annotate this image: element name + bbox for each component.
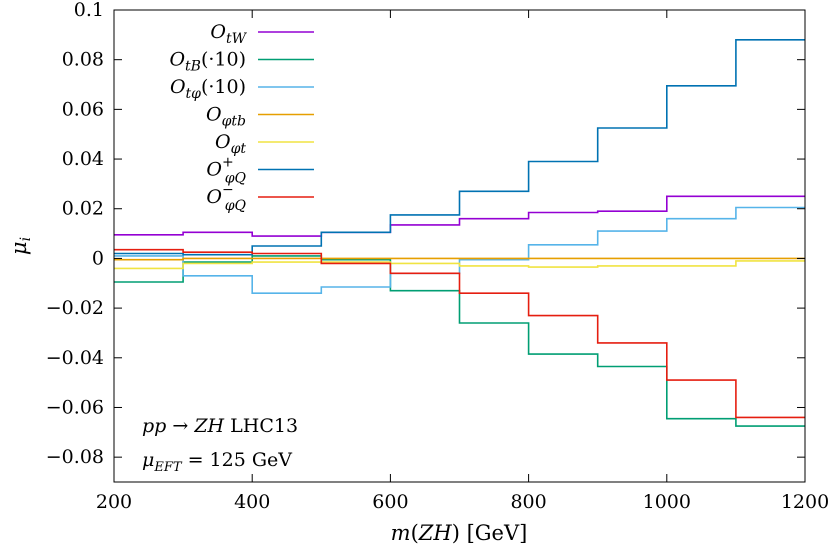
series-line-3 [114,257,805,261]
series-line-6 [114,248,805,419]
y-tick-label: 0.06 [62,98,104,120]
x-tick-label: 200 [96,491,132,513]
annotation-process: pp → ZH LHC13 [142,415,298,437]
legend-entry-6: O− φQ [206,182,246,214]
series-line-0 [114,195,805,237]
y-tick-label: −0.02 [46,297,104,319]
y-tick-label: −0.06 [46,396,104,418]
x-tick-label: 1200 [781,491,829,513]
series-line-1 [114,255,805,427]
y-tick-label: 0 [92,247,104,269]
x-tick-label: 600 [372,491,408,513]
x-tick-label: 800 [510,491,546,513]
series-line-4 [114,260,805,270]
ticks-layer: 200 400 600 800 1000 1200 0.1 0.08 0.06 0.04 0.02 0… [46,0,829,513]
legend-entry-0: OtW [210,21,247,47]
legend-entry-5: O+ φQ [206,155,246,187]
legend-entry-3: Oφtb [206,104,246,130]
legend-entry-2: Otφ(·10) [170,76,246,102]
y-tick-label: −0.04 [46,347,104,369]
y-tick-label: 0.04 [62,148,104,170]
y-tick-label: 0.08 [62,49,104,71]
x-axis-label: m(ZH) [GeV] [391,521,528,545]
x-tick-label: 400 [234,491,270,513]
series-layer [114,39,805,427]
annotation-scale: μEFT = 125 GeV [142,449,292,475]
y-tick-label: 0.02 [62,198,104,220]
legend-entry-1: OtB(·10) [169,49,246,75]
y-axis-label: μi [7,237,34,255]
plot-frame [113,9,806,483]
legend-entry-4: Oφt [215,131,246,157]
y-tick-label: 0.1 [74,0,104,21]
x-tick-label: 1000 [643,491,691,513]
y-tick-label: −0.08 [46,446,104,468]
